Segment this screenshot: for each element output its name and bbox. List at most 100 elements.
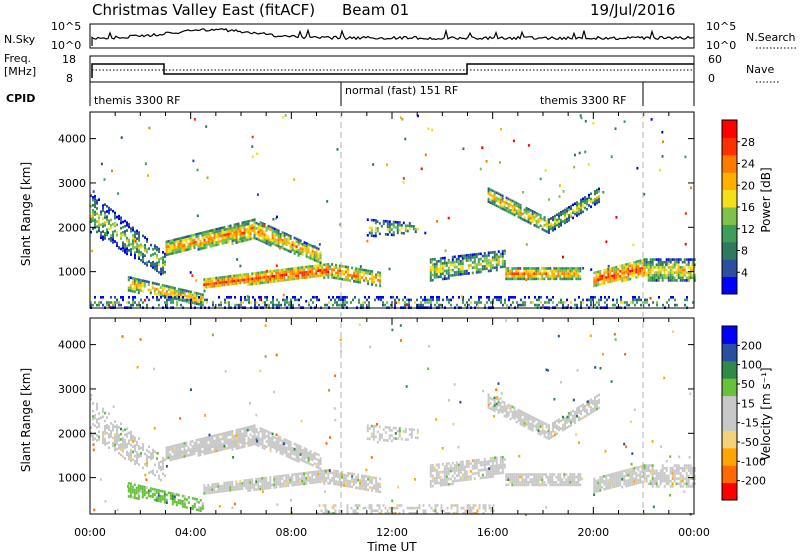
heatmap-cell [134, 460, 136, 463]
heatmap-cell [350, 301, 352, 304]
heatmap-cell [313, 454, 316, 457]
heatmap-cell [297, 274, 300, 278]
heatmap-cell [424, 301, 426, 304]
heatmap-cell [631, 274, 634, 278]
heatmap-cell [175, 245, 178, 249]
heatmap-cell [258, 296, 260, 299]
heatmap-cell [331, 263, 334, 266]
heatmap-cell [375, 482, 378, 485]
heatmap-cell [152, 296, 154, 299]
heatmap-cell [455, 463, 458, 467]
heatmap-cell [507, 475, 510, 479]
heatmap-cell [617, 270, 620, 274]
heatmap-cell [275, 478, 278, 481]
colorbar-tick-label: 24 [741, 158, 755, 171]
heatmap-cell [449, 274, 452, 277]
heatmap-cell [495, 268, 498, 272]
heatmap-cell [461, 262, 464, 265]
heatmap-cell [573, 165, 576, 169]
heatmap-cell [139, 487, 142, 491]
heatmap-cell [171, 495, 174, 498]
heatmap-cell [451, 263, 454, 267]
heatmap-cell [595, 479, 598, 483]
heatmap-cell [190, 298, 192, 302]
heatmap-cell [671, 472, 674, 475]
heatmap-cell [440, 303, 442, 307]
heatmap-cell [313, 245, 316, 248]
y-tick-label: 2000 [58, 221, 86, 234]
heatmap-cell [221, 236, 224, 240]
heatmap-cell [279, 446, 282, 450]
heatmap-cell [467, 266, 470, 270]
heatmap-cell [560, 221, 562, 224]
heatmap-cell [98, 422, 100, 426]
heatmap-cell [305, 273, 308, 277]
heatmap-cell [576, 211, 578, 215]
heatmap-cell [673, 258, 676, 261]
heatmap-cell [319, 472, 322, 476]
heatmap-cell [469, 470, 472, 473]
heatmap-cell [187, 242, 190, 246]
heatmap-cell [118, 301, 120, 304]
heatmap-cell [319, 256, 322, 259]
heatmap-cell [96, 225, 98, 228]
heatmap-cell [290, 298, 292, 302]
heatmap-cell [372, 219, 375, 222]
heatmap-cell [577, 473, 580, 476]
heatmap-cell [487, 200, 490, 203]
heatmap-cell [375, 273, 378, 277]
heatmap-cell [235, 282, 238, 285]
heatmap-cell [243, 445, 246, 448]
heatmap-cell [351, 485, 354, 489]
heatmap-cell [461, 463, 464, 466]
heatmap-cell [158, 271, 160, 274]
heatmap-cell [593, 490, 596, 494]
heatmap-cell [167, 293, 170, 296]
heatmap-cell [253, 424, 256, 427]
heatmap-cell [479, 262, 482, 266]
heatmap-cell [283, 482, 286, 485]
heatmap-cell [594, 296, 596, 299]
heatmap-cell [445, 480, 448, 484]
heatmap-cell [253, 282, 256, 286]
heatmap-cell [171, 502, 174, 506]
heatmap-cell [657, 271, 660, 274]
heatmap-cell [269, 277, 272, 281]
heatmap-cell [161, 289, 164, 292]
heatmap-cell [169, 458, 172, 462]
heatmap-cell [627, 273, 630, 276]
heatmap-cell [616, 301, 618, 304]
heatmap-cell [92, 303, 94, 307]
heatmap-cell [406, 229, 409, 233]
heatmap-cell [463, 473, 466, 476]
heatmap-cell [377, 297, 380, 301]
heatmap-cell [558, 220, 560, 223]
heatmap-cell [152, 253, 154, 256]
heatmap-cell [335, 475, 338, 478]
heatmap-cell [301, 472, 304, 475]
heatmap-cell [259, 442, 262, 446]
heatmap-cell [181, 291, 184, 294]
heatmap-cell [301, 274, 304, 277]
heatmap-cell [361, 487, 364, 490]
heatmap-cell [667, 479, 670, 483]
heatmap-cell [657, 258, 660, 261]
heatmap-cell [366, 234, 369, 237]
heatmap-cell [315, 463, 318, 466]
heatmap-cell [596, 188, 598, 192]
heatmap-cell [527, 218, 530, 221]
heatmap-cell [235, 480, 238, 483]
heatmap-cell [235, 485, 238, 489]
heatmap-cell [257, 436, 260, 440]
heatmap-cell [131, 277, 134, 280]
heatmap-cell [525, 473, 528, 476]
heatmap-cell [627, 267, 630, 271]
heatmap-cell [509, 209, 512, 212]
heatmap-cell [269, 444, 272, 448]
heatmap-cell [194, 301, 196, 304]
heatmap-cell [491, 459, 494, 463]
heatmap-cell [279, 232, 282, 236]
heatmap-cell [677, 263, 680, 267]
heatmap-cell [247, 220, 250, 223]
heatmap-cell [212, 301, 214, 304]
